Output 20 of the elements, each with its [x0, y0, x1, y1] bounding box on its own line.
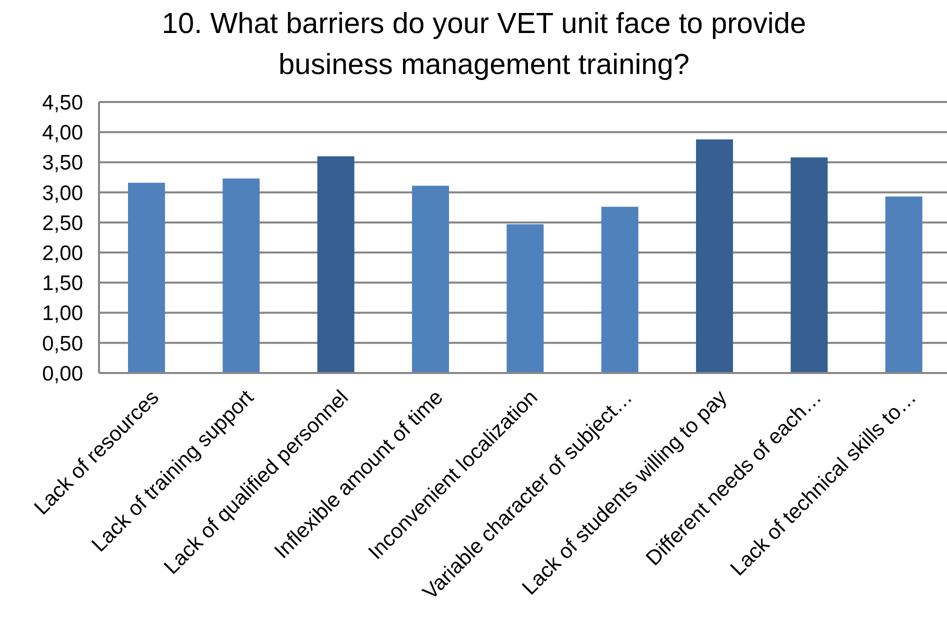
chart-title: 10. What barriers do your VET unit face to provide business management training?	[160, 7, 808, 83]
y-tick-label: 2,50	[42, 212, 83, 235]
y-tick-label: 3,00	[42, 182, 83, 205]
y-tick-label: 4,00	[42, 122, 83, 145]
y-tick-label: 0,50	[42, 332, 83, 356]
bar	[128, 182, 165, 373]
bar	[696, 139, 733, 373]
y-tick-label: 1,50	[42, 272, 83, 296]
bar	[601, 206, 638, 373]
bar	[885, 196, 922, 373]
bar	[506, 224, 544, 373]
bar	[317, 156, 354, 373]
y-tick-label: 4,50	[42, 91, 83, 114]
y-tick-label: 2,00	[42, 242, 83, 266]
y-tick-label: 3,50	[42, 152, 83, 175]
bar	[790, 157, 828, 373]
bar	[222, 178, 260, 373]
bar	[412, 186, 449, 373]
y-tick-label: 1,00	[42, 302, 83, 326]
y-tick-label: 0,00	[42, 362, 83, 386]
